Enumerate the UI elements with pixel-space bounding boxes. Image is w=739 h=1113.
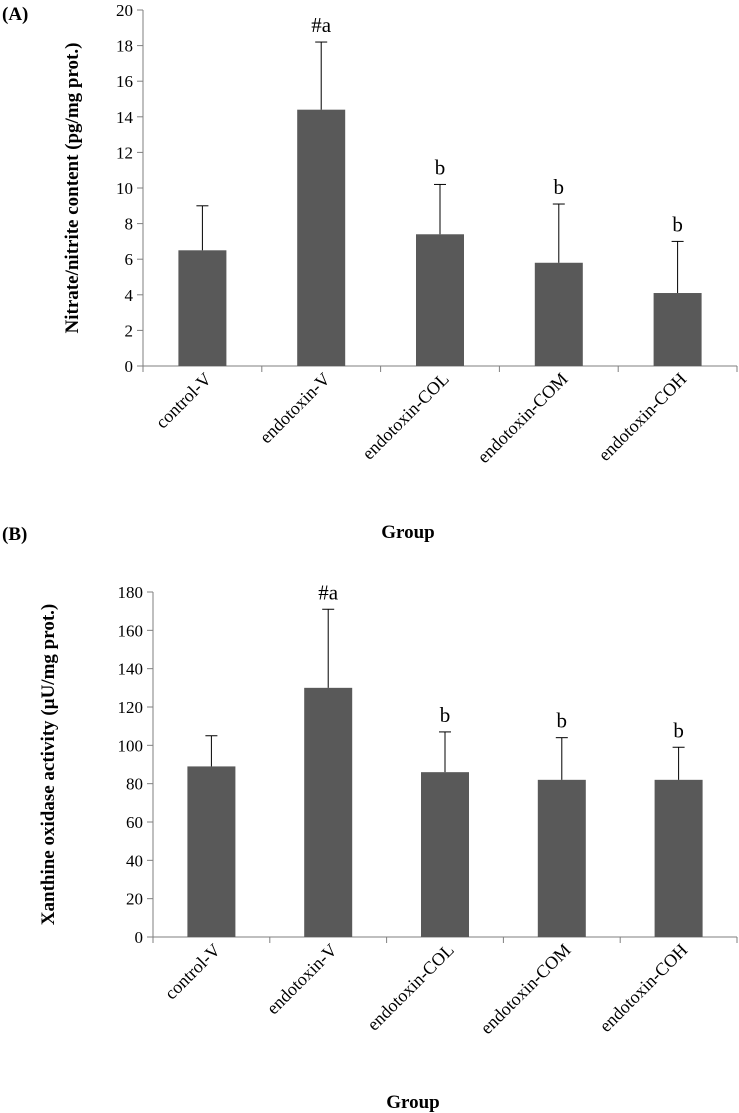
chart-a-y-tick-label: 12 <box>116 143 133 162</box>
chart-a-annotation: b <box>672 212 683 236</box>
chart-b-annotation: b <box>440 703 451 727</box>
chart-b-y-axis-title: Xanthine oxidase activity (µU/mg prot.) <box>38 604 59 925</box>
chart-a-annotation: b <box>554 175 565 199</box>
chart-b-y-tick-label: 80 <box>126 775 143 794</box>
chart-a-category-label: endotoxin-COM <box>473 369 571 467</box>
chart-b-category-label: endotoxin-COL <box>363 940 458 1035</box>
chart-b-panel-label: (B) <box>2 524 27 545</box>
chart-b-bar <box>654 779 703 937</box>
chart-a-category-label: endotoxin-V <box>256 369 334 447</box>
chart-b-bar <box>187 766 236 937</box>
chart-a-x-axis-title: Group <box>381 522 435 543</box>
chart-a-bar <box>178 250 227 366</box>
chart-a-bar <box>297 109 346 367</box>
chart-b-annotation: b <box>557 709 568 733</box>
chart-b-x-axis-title: Group <box>386 1092 440 1113</box>
chart-b-category-label: endotoxin-V <box>263 940 341 1018</box>
chart-b-y-tick-label: 100 <box>118 736 144 755</box>
chart-a-bar <box>653 293 702 366</box>
chart-a-y-tick-label: 6 <box>125 250 134 269</box>
chart-b-annotation: b <box>673 718 684 742</box>
chart-b-y-tick-label: 60 <box>126 813 143 832</box>
chart-a-y-tick-label: 8 <box>125 215 134 234</box>
chart-b-bar <box>421 772 469 937</box>
chart-b-y-tick-label: 120 <box>118 698 144 717</box>
chart-b-y-tick-label: 160 <box>118 621 144 640</box>
chart-a-y-tick-label: 4 <box>125 286 134 305</box>
chart-a-category-label: control-V <box>152 369 216 433</box>
chart-a-y-tick-label: 14 <box>116 108 134 127</box>
chart-b-annotation: #a <box>318 580 339 604</box>
chart-b-category-label: endotoxin-COM <box>476 940 574 1038</box>
chart-b-y-tick-label: 140 <box>118 660 144 679</box>
chart-a-category-label: endotoxin-COH <box>594 369 690 465</box>
chart-b-category-label: control-V <box>161 940 225 1004</box>
chart-a-annotation: #a <box>311 13 332 37</box>
chart-a-y-tick-label: 0 <box>125 357 134 376</box>
chart-a-y-tick-label: 18 <box>116 37 133 56</box>
chart-a-y-axis-title: Nitrate/nitrite content (pg/mg prot.) <box>62 43 83 334</box>
chart-b-bar <box>304 687 353 937</box>
chart-a-y-tick-label: 20 <box>116 1 133 20</box>
chart-a-bar <box>416 234 464 366</box>
chart-b-bar <box>537 779 586 937</box>
chart-a-y-tick-label: 16 <box>116 72 133 91</box>
chart-b-category-label: endotoxin-COH <box>595 940 691 1036</box>
chart-b-y-tick-label: 180 <box>118 583 144 602</box>
chart-b-y-tick-label: 40 <box>126 851 143 870</box>
chart-b-y-tick-label: 0 <box>135 928 144 947</box>
chart-a-annotation: b <box>435 155 446 179</box>
chart-b-y-tick-label: 20 <box>126 890 143 909</box>
chart-a-y-tick-label: 10 <box>116 179 133 198</box>
chart-a-y-tick-label: 2 <box>125 321 134 340</box>
chart-a-bar <box>534 262 583 366</box>
chart-a-panel-label: (A) <box>2 4 28 25</box>
chart-a-category-label: endotoxin-COL <box>358 369 453 464</box>
